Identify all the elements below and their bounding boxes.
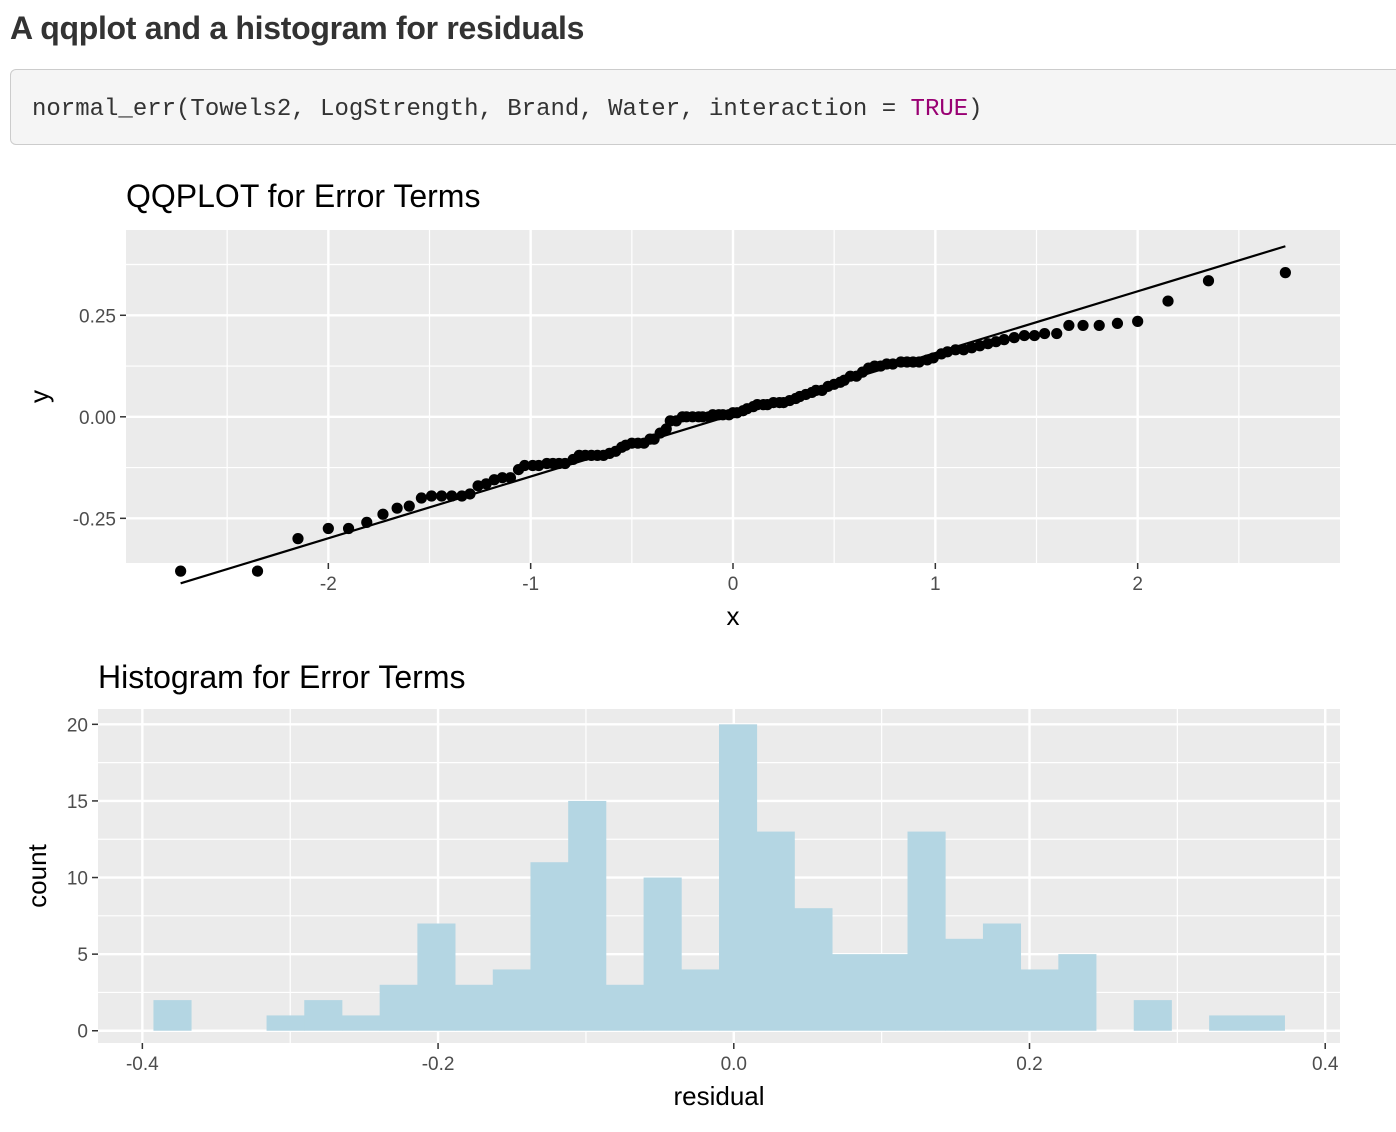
qq-point <box>415 492 428 504</box>
qq-point <box>361 516 373 528</box>
histogram-bar <box>605 984 644 1031</box>
x-tick-label: -0.4 <box>126 1054 159 1075</box>
qq-point <box>998 334 1010 346</box>
qq-point <box>518 459 531 472</box>
x-tick-label: 1 <box>930 574 941 595</box>
x-tick-label: 2 <box>1132 574 1143 595</box>
x-tick-label: -1 <box>522 574 539 595</box>
x-tick-label: 0.4 <box>1312 1054 1339 1075</box>
histogram-bar <box>794 908 833 1031</box>
histogram-bar <box>417 923 456 1031</box>
histogram-chart: -0.4 -0.2 0.0 0.2 0.4 0 5 10 15 20 Histogram for E… <box>22 659 1340 1111</box>
x-tick-label: 0 <box>728 574 739 595</box>
qq-point <box>322 522 334 535</box>
histogram-bar <box>756 831 795 1031</box>
qq-point <box>1051 327 1063 340</box>
x-tick-label: -2 <box>320 574 337 595</box>
qq-point <box>251 565 264 577</box>
histogram-bar <box>266 1015 305 1031</box>
histogram-bar <box>341 1015 381 1031</box>
histogram-bar <box>869 954 908 1031</box>
x-axis-title: x <box>727 601 740 631</box>
histogram-bar <box>907 831 946 1031</box>
histogram-bar <box>982 923 1022 1031</box>
x-tick-label: 0.2 <box>1016 1054 1042 1075</box>
qq-point <box>292 533 304 545</box>
y-tick-label: 10 <box>67 869 88 890</box>
y-tick-label: 0.00 <box>79 408 116 429</box>
x-tick-label: -0.2 <box>422 1054 455 1075</box>
x-axis-title: residual <box>673 1081 764 1111</box>
y-tick-label: 0 <box>77 1022 88 1043</box>
code-text: normal_err(Towels2, LogStrength, Brand, … <box>32 96 911 123</box>
qq-point <box>1202 275 1215 287</box>
histogram-bar <box>153 1000 192 1031</box>
y-axis-title: count <box>22 843 52 907</box>
y-tick-label: -0.25 <box>73 509 116 530</box>
histogram-bar <box>945 938 984 1031</box>
qqplot-chart: -2 -1 0 1 2 -0.25 0.00 0.25 QQPLOT for Error Ter… <box>24 178 1340 631</box>
qq-point <box>1093 319 1105 332</box>
qq-point <box>949 344 962 356</box>
histogram-bar <box>379 984 418 1031</box>
qq-point <box>425 490 438 502</box>
section-title: A qqplot and a histogram for residuals <box>10 10 585 46</box>
histogram-bar <box>681 969 720 1031</box>
qq-point <box>1162 295 1174 307</box>
x-tick-label: 0.0 <box>721 1054 747 1075</box>
qq-point <box>464 488 476 500</box>
histogram-bar <box>492 969 531 1031</box>
qq-point <box>1008 332 1020 344</box>
histogram-bar <box>455 984 494 1031</box>
qq-point <box>1132 315 1144 327</box>
chart-title: QQPLOT for Error Terms <box>126 178 480 214</box>
qq-point <box>1111 317 1124 330</box>
qq-point <box>436 490 448 502</box>
histogram-bar <box>1133 1000 1172 1031</box>
qq-point <box>403 500 415 512</box>
code-keyword-true: TRUE <box>910 96 969 123</box>
histogram-bar <box>1020 969 1059 1031</box>
code-block[interactable]: normal_err(Towels2, LogStrength, Brand, … <box>10 69 1396 145</box>
qq-point <box>391 502 403 514</box>
y-axis-title: y <box>24 390 54 403</box>
qq-point <box>377 508 389 520</box>
qq-point <box>1018 329 1030 342</box>
y-tick-label: 20 <box>67 715 88 736</box>
histogram-bar <box>832 954 871 1031</box>
code-closing-paren: ) <box>968 96 983 123</box>
histogram-bar <box>1246 1015 1285 1031</box>
qq-point <box>1063 319 1075 332</box>
histogram-bar <box>568 800 607 1031</box>
histogram-bar <box>1209 1015 1248 1031</box>
y-tick-label: 15 <box>67 792 88 813</box>
qq-point <box>1077 319 1089 332</box>
qq-point <box>1038 327 1051 340</box>
histogram-bar <box>643 877 682 1031</box>
histogram-bar <box>304 1000 343 1031</box>
qq-point <box>175 565 187 577</box>
qq-point <box>504 472 517 484</box>
histogram-bar <box>719 724 758 1031</box>
qq-point <box>496 472 508 484</box>
histogram-bar <box>530 862 569 1031</box>
histogram-bar <box>1058 954 1097 1031</box>
qq-point <box>446 490 458 502</box>
qq-point <box>342 522 355 535</box>
code-line: normal_err(Towels2, LogStrength, Brand, … <box>32 96 983 123</box>
y-tick-label: 5 <box>77 945 88 966</box>
y-tick-label: 0.25 <box>79 306 116 327</box>
chart-title: Histogram for Error Terms <box>98 659 465 695</box>
qq-point <box>1279 267 1291 279</box>
qq-point <box>1028 329 1041 342</box>
